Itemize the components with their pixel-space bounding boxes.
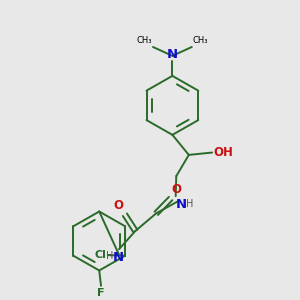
Text: O: O xyxy=(113,199,123,212)
Text: N: N xyxy=(167,47,178,61)
Text: N: N xyxy=(113,251,124,264)
Text: H: H xyxy=(106,251,114,261)
Text: N: N xyxy=(176,198,187,211)
Text: OH: OH xyxy=(214,146,233,159)
Text: CH₃: CH₃ xyxy=(137,36,152,45)
Text: Cl: Cl xyxy=(94,250,106,260)
Text: H: H xyxy=(186,199,193,209)
Text: O: O xyxy=(172,183,182,196)
Text: CH₃: CH₃ xyxy=(192,36,208,45)
Text: F: F xyxy=(97,288,105,298)
